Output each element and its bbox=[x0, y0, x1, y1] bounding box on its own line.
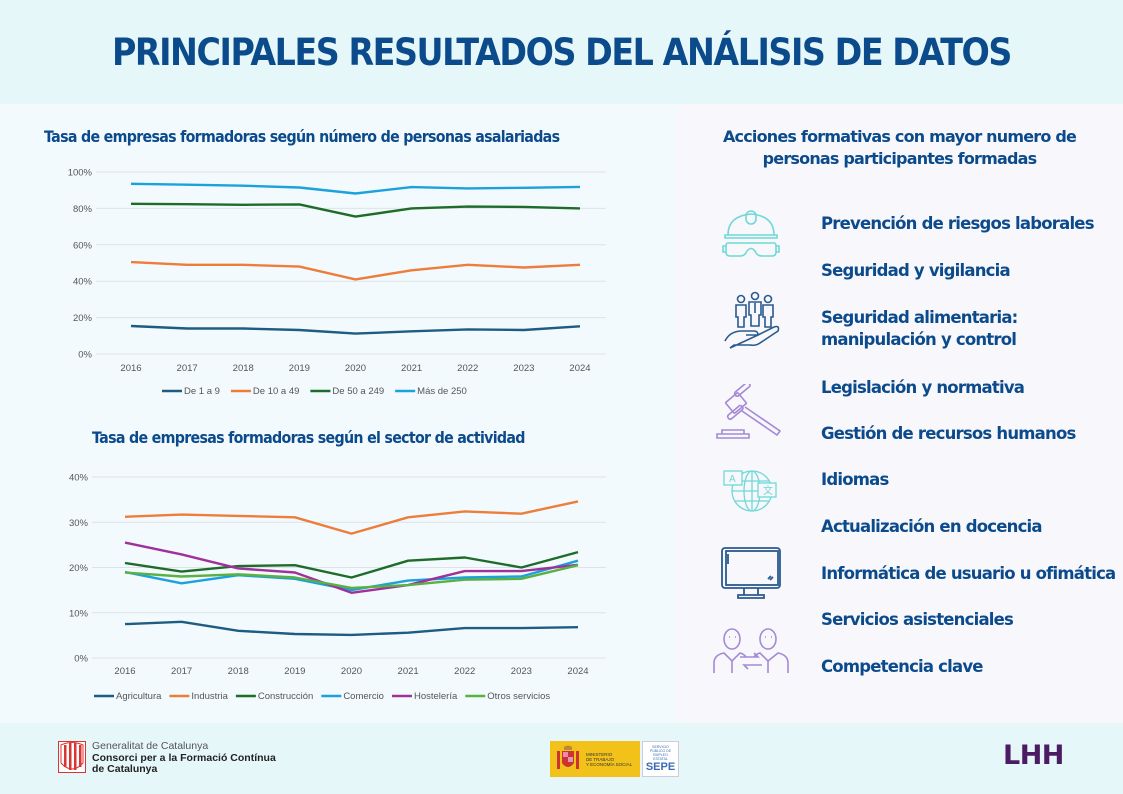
action-item: Seguridad y vigilancia bbox=[821, 261, 1011, 280]
lhh-logo: LHH bbox=[1003, 740, 1064, 771]
generalitat-line1: Generalitat de Catalunya bbox=[92, 740, 209, 752]
hard-hat-goggles-icon bbox=[722, 210, 780, 257]
actions-title-line2: personas participantes formadas bbox=[762, 149, 1038, 168]
chart1-title: Tasa de empresas formadoras según número… bbox=[44, 127, 560, 146]
senyera-icon bbox=[58, 741, 86, 773]
series-line-otros-servicios bbox=[124, 564, 579, 590]
y-tick-label: 40% bbox=[69, 473, 89, 484]
series-line-comercio bbox=[124, 559, 579, 592]
translation-globe-icon: A 文 bbox=[723, 470, 777, 512]
y-tick-label: 100% bbox=[68, 168, 93, 179]
x-tick-label: 2022 bbox=[454, 666, 475, 677]
series-line-industria bbox=[124, 500, 579, 535]
sepe-logo: SERVICIO PÚBLICO DE EMPLEO ESTATAL SEPE bbox=[642, 741, 679, 777]
header: PRINCIPALES RESULTADOS DEL ANÁLISIS DE D… bbox=[0, 0, 1123, 104]
x-tick-label: 2021 bbox=[401, 363, 422, 374]
sepe-name: SEPE bbox=[645, 761, 676, 773]
series-line-agricultura bbox=[124, 620, 579, 637]
people-exchange-icon bbox=[713, 628, 789, 673]
legend-label: Más de 250 bbox=[417, 386, 467, 397]
coat-of-arms-icon bbox=[557, 745, 579, 769]
series-line-construcci-n bbox=[124, 550, 579, 579]
ministerio-line1: MINISTERIO bbox=[586, 751, 613, 757]
sepe-subtitle: SERVICIO PÚBLICO DE EMPLEO ESTATAL bbox=[649, 745, 672, 761]
action-item: Informática de usuario u ofimática bbox=[821, 564, 1116, 583]
action-item: Seguridad alimentaria: bbox=[821, 308, 1018, 327]
y-tick-label: 20% bbox=[69, 563, 89, 574]
x-tick-label: 2023 bbox=[511, 666, 532, 677]
y-tick-label: 20% bbox=[73, 313, 93, 324]
x-tick-label: 2019 bbox=[289, 363, 310, 374]
y-tick-label: 80% bbox=[73, 204, 93, 215]
legend-label: Otros servicios bbox=[487, 691, 550, 702]
x-tick-label: 2021 bbox=[398, 666, 419, 677]
action-item: Servicios asistenciales bbox=[821, 610, 1014, 629]
legend-label: Construcción bbox=[258, 691, 313, 702]
chart-employees: 0% 20% 40% 60% 80% 100% 2016 2017 2018 2019 2020 20… bbox=[68, 168, 606, 397]
actions-title-line1: Acciones formativas con mayor numero de bbox=[722, 127, 1077, 146]
action-item: Idiomas bbox=[821, 470, 889, 489]
x-tick-label: 2020 bbox=[345, 363, 366, 374]
x-tick-label: 2023 bbox=[513, 363, 534, 374]
series-line-de-1-a-9 bbox=[130, 324, 581, 335]
action-item: Prevención de riesgos laborales bbox=[821, 214, 1095, 233]
svg-text:文: 文 bbox=[763, 484, 773, 497]
generalitat-logo: Generalitat de Catalunya Consorci per a … bbox=[58, 740, 276, 776]
series-line-de-50-a-249 bbox=[130, 202, 581, 218]
y-tick-label: 10% bbox=[69, 608, 89, 619]
actions-panel bbox=[676, 104, 1123, 723]
legend-label: De 50 a 249 bbox=[332, 386, 384, 397]
chart-sector: 0% 10% 20% 30% 40% 2016 2017 2018 2019 2020 2021 20… bbox=[69, 473, 606, 702]
ministerio-line3: Y ECONOMÍA SOCIAL bbox=[586, 761, 633, 767]
legend-label: Industria bbox=[191, 691, 228, 702]
x-tick-label: 2019 bbox=[284, 666, 305, 677]
x-tick-label: 2020 bbox=[341, 666, 362, 677]
x-tick-label: 2024 bbox=[569, 363, 590, 374]
x-tick-label: 2017 bbox=[177, 363, 198, 374]
x-tick-label: 2016 bbox=[120, 363, 141, 374]
action-item: Actualización en docencia bbox=[821, 517, 1043, 536]
y-tick-label: 0% bbox=[74, 654, 88, 665]
y-tick-label: 60% bbox=[73, 240, 93, 251]
x-tick-label: 2024 bbox=[567, 666, 588, 677]
legend-label: Hostelería bbox=[414, 691, 458, 702]
legend-label: De 10 a 49 bbox=[253, 386, 299, 397]
svg-text:A: A bbox=[729, 474, 736, 485]
chart2-title: Tasa de empresas formadoras según el sec… bbox=[92, 428, 525, 447]
gavel-icon bbox=[716, 384, 782, 439]
legend-label: Comercio bbox=[343, 691, 384, 702]
series-line-m-s-de-250 bbox=[130, 182, 581, 195]
people-in-hand-icon bbox=[724, 291, 780, 349]
generalitat-line3: de Catalunya bbox=[92, 763, 158, 775]
ministerio-line2: DE TRABAJO bbox=[586, 756, 615, 762]
ministerio-logo: MINISTERIO DE TRABAJO Y ECONOMÍA SOCIAL bbox=[550, 741, 640, 777]
legend-label: Agricultura bbox=[116, 691, 162, 702]
x-tick-label: 2017 bbox=[171, 666, 192, 677]
y-tick-label: 0% bbox=[78, 350, 92, 361]
action-item-line2: manipulación y control bbox=[821, 330, 1017, 349]
legend-label: De 1 a 9 bbox=[184, 386, 220, 397]
page-title: PRINCIPALES RESULTADOS DEL ANÁLISIS DE D… bbox=[112, 30, 1012, 74]
y-tick-label: 40% bbox=[73, 277, 93, 288]
actions-title: Acciones formativas con mayor numero de … bbox=[676, 126, 1123, 170]
x-tick-label: 2018 bbox=[228, 666, 249, 677]
x-tick-label: 2016 bbox=[114, 666, 135, 677]
x-tick-label: 2018 bbox=[233, 363, 254, 374]
series-line-de-10-a-49 bbox=[130, 260, 581, 281]
series-line-hosteler-a bbox=[124, 541, 579, 595]
monitor-icon bbox=[721, 547, 781, 599]
action-item: Gestión de recursos humanos bbox=[821, 424, 1076, 443]
y-tick-label: 30% bbox=[69, 518, 89, 529]
action-item: Competencia clave bbox=[821, 657, 984, 676]
generalitat-line2: Consorci per a la Formació Contínua bbox=[92, 751, 276, 764]
x-tick-label: 2022 bbox=[457, 363, 478, 374]
action-item: Legislación y normativa bbox=[821, 378, 1025, 397]
